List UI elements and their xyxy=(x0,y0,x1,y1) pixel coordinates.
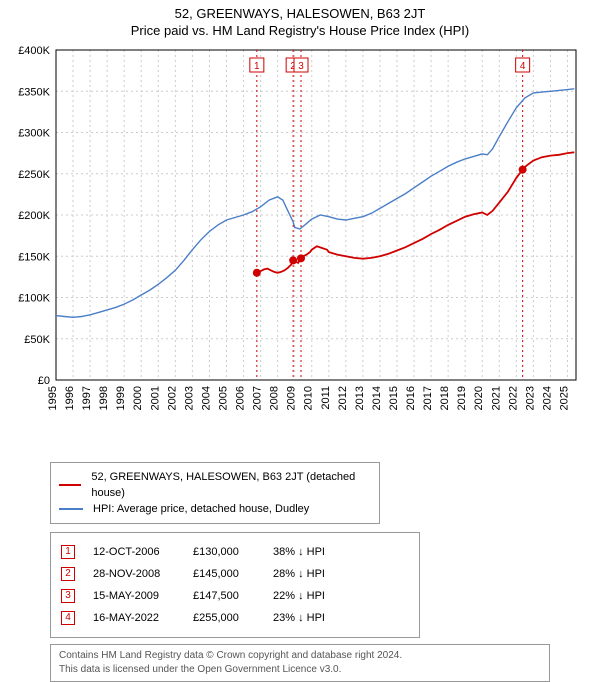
svg-text:2014: 2014 xyxy=(371,386,383,410)
page-subtitle: Price paid vs. HM Land Registry's House … xyxy=(0,21,600,42)
event-marker: 2 xyxy=(61,567,75,581)
svg-text:4: 4 xyxy=(520,61,526,72)
event-hpi: 22% ↓ HPI xyxy=(273,585,325,607)
legend-swatch xyxy=(59,508,83,510)
event-marker: 3 xyxy=(61,589,75,603)
svg-text:2023: 2023 xyxy=(524,386,536,410)
svg-text:2020: 2020 xyxy=(473,386,485,410)
svg-text:2007: 2007 xyxy=(252,386,264,410)
event-price: £145,000 xyxy=(193,563,273,585)
svg-text:2010: 2010 xyxy=(303,386,315,410)
svg-text:2005: 2005 xyxy=(217,386,229,410)
legend-label: 52, GREENWAYS, HALESOWEN, B63 2JT (detac… xyxy=(91,469,371,501)
legend-row: 52, GREENWAYS, HALESOWEN, B63 2JT (detac… xyxy=(59,469,371,501)
svg-text:3: 3 xyxy=(298,61,304,72)
event-hpi: 28% ↓ HPI xyxy=(273,563,325,585)
event-date: 12-OCT-2006 xyxy=(93,541,193,563)
svg-text:1998: 1998 xyxy=(98,386,110,410)
svg-text:£350K: £350K xyxy=(18,86,50,98)
svg-text:1999: 1999 xyxy=(115,386,127,410)
svg-text:2001: 2001 xyxy=(149,386,161,410)
svg-text:2013: 2013 xyxy=(354,386,366,410)
svg-text:£0: £0 xyxy=(38,375,50,387)
svg-text:2000: 2000 xyxy=(132,386,144,410)
footer-line-2: This data is licensed under the Open Gov… xyxy=(59,663,541,677)
event-date: 15-MAY-2009 xyxy=(93,585,193,607)
page-title: 52, GREENWAYS, HALESOWEN, B63 2JT xyxy=(0,0,600,21)
price-chart: £0 £50K £100K £150K £200K £250K £300K £350K £400… xyxy=(8,42,584,422)
event-row: 3 15-MAY-2009£147,50022% ↓ HPI xyxy=(61,585,409,607)
legend-swatch xyxy=(59,484,81,486)
svg-text:2021: 2021 xyxy=(490,386,502,410)
svg-text:£300K: £300K xyxy=(18,128,50,140)
footer-box: Contains HM Land Registry data © Crown c… xyxy=(50,644,550,682)
svg-text:£250K: £250K xyxy=(18,169,50,181)
svg-text:£100K: £100K xyxy=(18,293,50,305)
event-hpi: 38% ↓ HPI xyxy=(273,541,325,563)
svg-text:2012: 2012 xyxy=(337,386,349,410)
svg-text:2017: 2017 xyxy=(422,386,434,410)
svg-text:£150K: £150K xyxy=(18,251,50,263)
event-row: 4 16-MAY-2022£255,00023% ↓ HPI xyxy=(61,607,409,629)
svg-text:2011: 2011 xyxy=(320,386,332,410)
svg-text:£400K: £400K xyxy=(18,45,50,57)
footer-line-1: Contains HM Land Registry data © Crown c… xyxy=(59,649,541,663)
event-row: 1 12-OCT-2006£130,00038% ↓ HPI xyxy=(61,541,409,563)
svg-text:£200K: £200K xyxy=(18,210,50,222)
svg-text:2015: 2015 xyxy=(388,386,400,410)
svg-text:2008: 2008 xyxy=(269,386,281,410)
event-price: £255,000 xyxy=(193,607,273,629)
legend-row: HPI: Average price, detached house, Dudl… xyxy=(59,501,371,517)
event-row: 2 28-NOV-2008£145,00028% ↓ HPI xyxy=(61,563,409,585)
svg-text:2018: 2018 xyxy=(439,386,451,410)
svg-text:2025: 2025 xyxy=(558,386,570,410)
event-price: £147,500 xyxy=(193,585,273,607)
svg-text:2006: 2006 xyxy=(235,386,247,410)
svg-text:2019: 2019 xyxy=(456,386,468,410)
page-container: 52, GREENWAYS, HALESOWEN, B63 2JT Price … xyxy=(0,0,600,620)
svg-text:1997: 1997 xyxy=(81,386,93,410)
svg-text:2002: 2002 xyxy=(166,386,178,410)
svg-text:2016: 2016 xyxy=(405,386,417,410)
svg-text:2003: 2003 xyxy=(183,386,195,410)
chart-area: £0 £50K £100K £150K £200K £250K £300K £350K £400… xyxy=(8,42,584,422)
svg-text:2009: 2009 xyxy=(286,386,298,410)
legend-label: HPI: Average price, detached house, Dudl… xyxy=(93,501,309,517)
svg-text:£50K: £50K xyxy=(24,334,50,346)
svg-text:1996: 1996 xyxy=(64,386,76,410)
svg-text:2004: 2004 xyxy=(200,386,212,410)
svg-text:1995: 1995 xyxy=(47,386,59,410)
legend-box: 52, GREENWAYS, HALESOWEN, B63 2JT (detac… xyxy=(50,462,380,524)
svg-text:1: 1 xyxy=(254,61,260,72)
event-marker: 4 xyxy=(61,611,75,625)
events-box: 1 12-OCT-2006£130,00038% ↓ HPI 2 28-NOV-200… xyxy=(50,532,420,638)
event-marker: 1 xyxy=(61,545,75,559)
event-date: 16-MAY-2022 xyxy=(93,607,193,629)
svg-text:2024: 2024 xyxy=(541,386,553,410)
event-price: £130,000 xyxy=(193,541,273,563)
event-date: 28-NOV-2008 xyxy=(93,563,193,585)
svg-text:2022: 2022 xyxy=(507,386,519,410)
event-hpi: 23% ↓ HPI xyxy=(273,607,325,629)
